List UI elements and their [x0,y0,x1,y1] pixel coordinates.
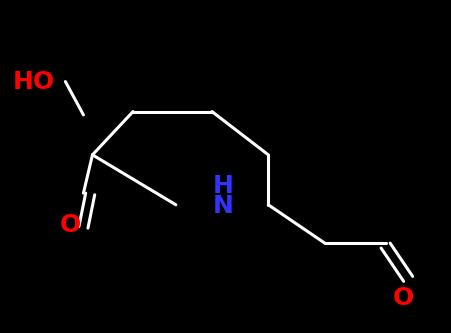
Text: N: N [213,194,234,218]
Text: O: O [59,213,81,237]
Text: HO: HO [13,70,55,94]
Text: H: H [213,174,234,198]
Text: O: O [393,286,414,310]
